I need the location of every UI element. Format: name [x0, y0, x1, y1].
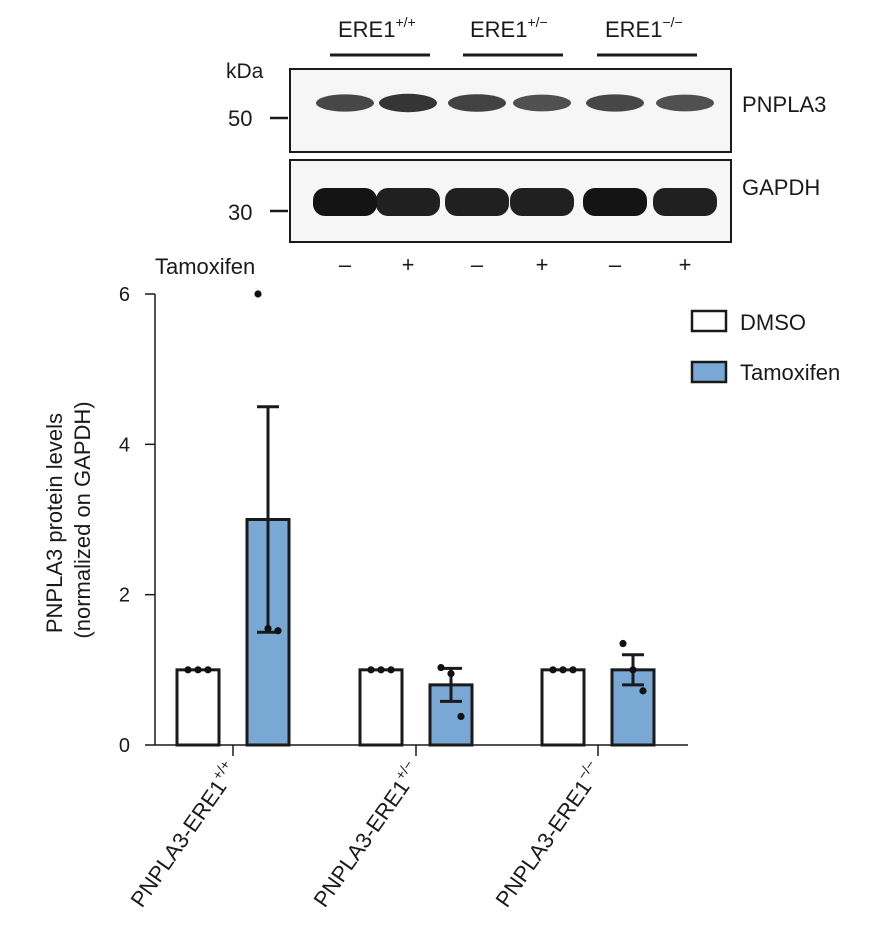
marker-30: 30: [228, 200, 252, 225]
lane-sign: +: [402, 252, 415, 277]
lane-sign: +: [679, 252, 692, 277]
bar-dmso: [358, 668, 404, 747]
marker-50: 50: [228, 106, 252, 131]
y-ticks: 0 2 4 6: [119, 284, 155, 757]
x-category-label: PNPLA3-ERE1−/−: [488, 757, 608, 912]
data-point: [194, 666, 202, 674]
legend-label-tamoxifen: Tamoxifen: [740, 360, 840, 385]
x-category-label: PNPLA3-ERE1+/+: [123, 757, 243, 912]
blot-panel: ERE1+/+ ERE1+/− ERE1−/− kDa 50 30 PNPLA3…: [155, 14, 826, 279]
data-point: [619, 639, 627, 648]
lane-signs: – + – + – +: [339, 252, 692, 277]
genotype-label: ERE1+/−: [470, 14, 548, 42]
legend: DMSO Tamoxifen: [690, 309, 840, 385]
data-point: [559, 666, 567, 674]
data-point: [387, 666, 395, 674]
tamoxifen-row-label: Tamoxifen: [155, 254, 255, 279]
gapdh-band: [583, 188, 647, 216]
data-point: [204, 666, 212, 674]
gapdh-band: [510, 188, 574, 216]
data-point: [274, 627, 282, 635]
y-axis-title-line: (normalized on GAPDH): [70, 401, 95, 638]
data-point: [377, 666, 385, 674]
data-point: [549, 666, 557, 674]
bar-chart: PNPLA3 protein levels (normalized on GAP…: [42, 284, 840, 912]
gapdh-band: [376, 188, 440, 216]
pnpla3-band: [448, 94, 506, 112]
data-point: [264, 624, 272, 633]
x-category-label: PNPLA3-ERE1+/−: [306, 757, 426, 912]
data-point: [569, 666, 577, 674]
data-point: [629, 666, 637, 674]
y-tick-label: 4: [119, 434, 130, 456]
gapdh-band: [445, 188, 509, 216]
y-axis-title-line: PNPLA3 protein levels: [42, 413, 67, 633]
bar-dmso: [540, 668, 586, 747]
lane-sign: –: [609, 252, 622, 277]
pnpla3-band-label: PNPLA3: [742, 92, 826, 117]
lane-sign: –: [471, 252, 484, 277]
data-point: [457, 712, 465, 721]
x-categories: PNPLA3-ERE1+/+ PNPLA3-ERE1+/− PNPLA3-ERE1−…: [123, 745, 608, 912]
gapdh-blot: [289, 159, 732, 243]
gapdh-band-label: GAPDH: [742, 175, 820, 200]
gapdh-band: [653, 188, 717, 216]
data-point: [367, 666, 375, 674]
legend-swatch-tamoxifen: [690, 360, 728, 384]
kda-label: kDa: [226, 60, 264, 83]
pnpla3-band: [316, 94, 374, 112]
data-point: [447, 669, 455, 678]
pnpla3-band: [586, 94, 644, 112]
data-point: [437, 663, 445, 672]
bars: [175, 290, 656, 747]
lane-sign: +: [536, 252, 549, 277]
bar-dmso: [175, 668, 221, 747]
pnpla3-band: [379, 93, 437, 113]
data-point: [639, 687, 647, 695]
genotype-label: ERE1−/−: [605, 14, 683, 42]
lane-sign: –: [339, 252, 352, 277]
y-axis-title: PNPLA3 protein levels (normalized on GAP…: [42, 401, 95, 638]
data-point: [254, 290, 262, 298]
pnpla3-blot-frame: [289, 68, 732, 153]
gapdh-band: [313, 188, 377, 216]
genotype-headers: ERE1+/+ ERE1+/− ERE1−/−: [330, 14, 697, 57]
y-tick-label: 0: [119, 735, 130, 757]
data-point: [184, 666, 192, 674]
legend-swatch-dmso: [690, 309, 728, 333]
pnpla3-band: [513, 94, 571, 112]
pnpla3-blot: [289, 68, 732, 153]
pnpla3-band: [656, 94, 714, 112]
y-tick-label: 6: [119, 284, 130, 306]
legend-label-dmso: DMSO: [740, 310, 806, 335]
y-tick-label: 2: [119, 585, 130, 607]
genotype-label: ERE1+/+: [338, 14, 416, 42]
